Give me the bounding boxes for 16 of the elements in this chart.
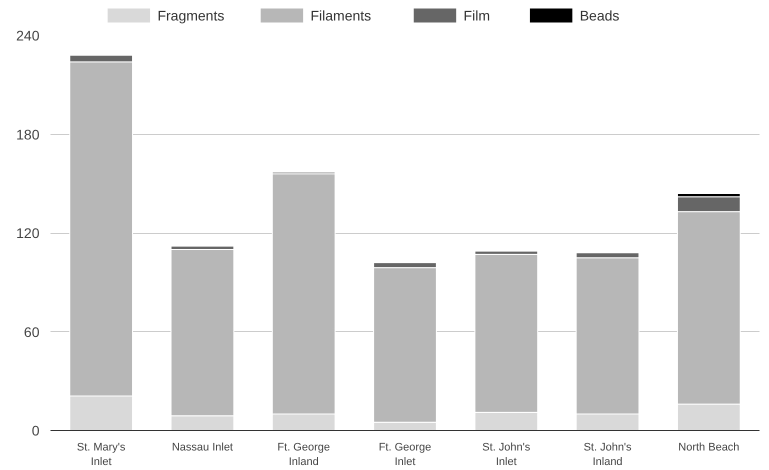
y-tick-label: 240 [16, 28, 40, 44]
x-tick-label: St. John's Inland [584, 442, 632, 468]
x-tick-label: Ft. George Inlet [378, 442, 432, 468]
y-tick-label: 0 [32, 422, 40, 438]
x-tick-label: Nassau Inlet [172, 442, 234, 454]
legend-label: Filaments [310, 8, 372, 24]
legend-label: Beads [580, 8, 620, 24]
y-tick-label: 60 [24, 324, 40, 340]
x-tick-label: St. John's Inlet [482, 442, 531, 468]
x-tick-label: North Beach [678, 442, 740, 454]
legend-label: Fragments [157, 8, 224, 24]
y-tick-label: 180 [16, 126, 40, 142]
x-tick-label: St. Mary's Inlet [76, 442, 126, 468]
legend-label: Film [464, 8, 490, 24]
y-tick-label: 120 [16, 225, 40, 241]
x-tick-label: Ft. George Inland [277, 442, 330, 468]
